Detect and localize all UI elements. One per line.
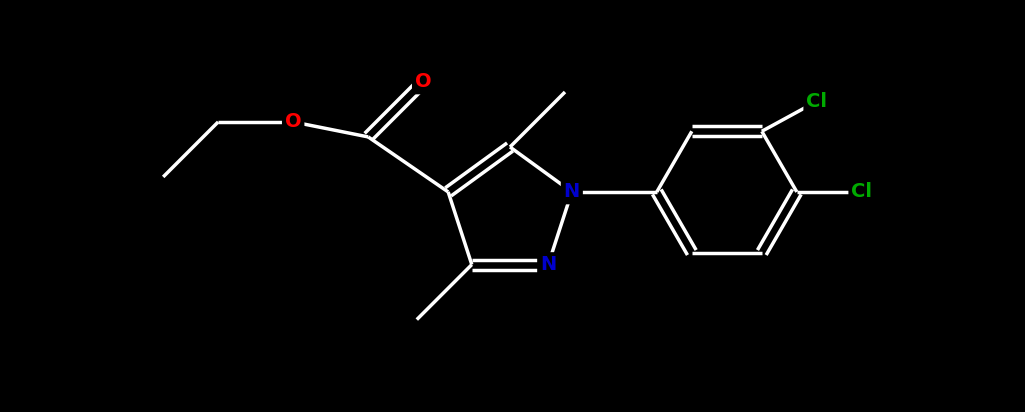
Text: Cl: Cl — [807, 92, 827, 111]
Text: Cl: Cl — [852, 183, 872, 201]
Text: O: O — [415, 73, 432, 91]
Text: O: O — [285, 112, 301, 131]
Text: N: N — [540, 255, 557, 274]
Text: N: N — [564, 183, 580, 201]
